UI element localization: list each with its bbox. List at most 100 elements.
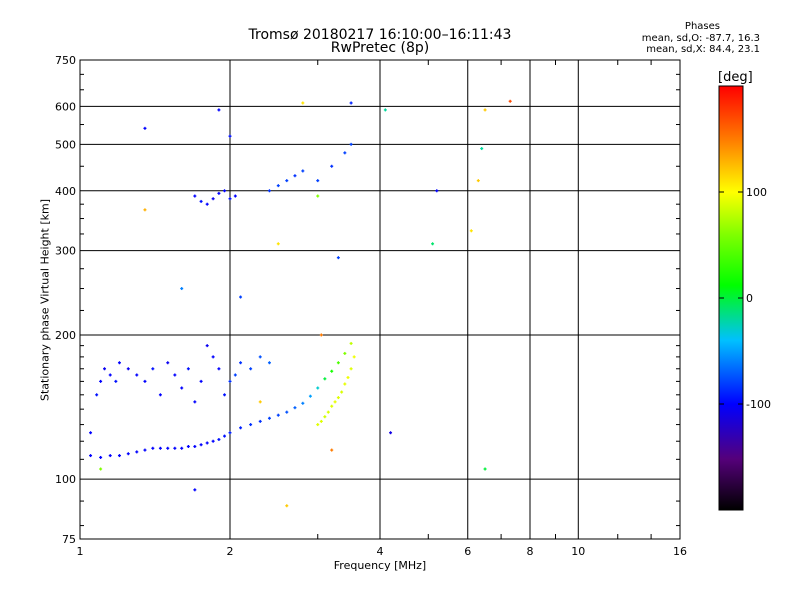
data-point (346, 376, 350, 380)
data-point (143, 126, 147, 130)
data-point (199, 443, 203, 447)
data-point (186, 367, 190, 371)
data-point (180, 386, 184, 390)
data-point (99, 455, 103, 459)
data-point (301, 401, 305, 405)
data-point (508, 99, 512, 103)
data-point (343, 351, 347, 355)
data-point (301, 169, 305, 173)
phases-heading: Phases (684, 21, 720, 32)
data-point (316, 423, 320, 427)
data-point (166, 446, 170, 450)
data-point (276, 184, 280, 188)
data-point (267, 361, 271, 365)
data-point (108, 454, 112, 458)
data-point (114, 379, 118, 383)
phases-x-mode: mean, sd,X: 84.4, 23.1 (646, 44, 760, 55)
data-point (267, 416, 271, 420)
data-point (158, 446, 162, 450)
data-point (389, 431, 393, 435)
data-point (151, 446, 155, 450)
y-tick-label: 400 (55, 185, 76, 198)
data-point (343, 151, 347, 155)
data-point (330, 448, 334, 452)
data-point (205, 441, 209, 445)
data-point (276, 242, 280, 246)
data-point (223, 189, 227, 193)
data-points (89, 99, 512, 508)
data-point (205, 344, 209, 348)
data-point (151, 367, 155, 371)
data-point (383, 108, 387, 112)
data-point (249, 423, 253, 427)
data-point (349, 367, 353, 371)
data-point (301, 101, 305, 105)
data-point (89, 454, 93, 458)
data-point (223, 434, 227, 438)
data-point (476, 179, 480, 183)
data-point (336, 396, 340, 400)
data-point (343, 382, 347, 386)
y-tick-label: 750 (55, 54, 76, 67)
data-point (223, 393, 227, 397)
colorbar-ticks: 100 0 -100 (719, 186, 771, 411)
y-tick-label: 75 (62, 533, 76, 546)
data-point (249, 367, 253, 371)
colorbar-tick-label: 0 (746, 292, 753, 305)
data-point (316, 179, 320, 183)
data-point (211, 197, 215, 201)
grid (80, 60, 680, 539)
data-point (143, 448, 147, 452)
axis-ticks: 1 2 4 6 8 10 16 75 100 200 300 400 500 600 750 (55, 54, 687, 558)
x-tick-label: 10 (571, 545, 585, 558)
data-point (117, 454, 121, 458)
data-point (233, 194, 237, 198)
colorbar-tick-label: 100 (746, 186, 767, 199)
data-point (330, 404, 334, 408)
data-point (228, 431, 232, 435)
data-point (217, 108, 221, 112)
data-point (285, 504, 289, 508)
data-point (330, 369, 334, 373)
data-point (326, 410, 330, 414)
data-point (186, 444, 190, 448)
data-point (228, 379, 232, 383)
data-point (117, 361, 121, 365)
data-point (193, 444, 197, 448)
y-tick-label: 200 (55, 329, 76, 342)
data-point (217, 438, 221, 442)
data-point (435, 189, 439, 193)
data-point (480, 147, 484, 151)
data-point (285, 179, 289, 183)
data-point (319, 333, 323, 337)
x-tick-label: 6 (464, 545, 471, 558)
data-point (211, 439, 215, 443)
data-point (340, 390, 344, 394)
data-point (239, 361, 243, 365)
x-tick-label: 2 (227, 545, 234, 558)
data-point (323, 377, 327, 381)
data-point (199, 199, 203, 203)
y-tick-label: 600 (55, 100, 76, 113)
data-point (217, 367, 221, 371)
x-tick-label: 4 (377, 545, 384, 558)
plot-frame (79, 59, 681, 540)
data-point (349, 341, 353, 345)
data-point (217, 191, 221, 195)
x-tick-label: 1 (77, 545, 84, 558)
data-point (239, 295, 243, 299)
phases-o-mode: mean, sd,O: -87.7, 16.3 (641, 33, 760, 44)
data-point (205, 202, 209, 206)
data-point (316, 386, 320, 390)
data-point (180, 287, 184, 291)
y-axis-label: Stationary phase Virtual Height [km] (38, 198, 52, 402)
data-point (166, 361, 170, 365)
colorbar-tick-label: -100 (746, 398, 771, 411)
data-point (126, 452, 130, 456)
data-point (258, 419, 262, 423)
data-point (336, 256, 340, 260)
data-point (143, 379, 147, 383)
data-point (199, 379, 203, 383)
